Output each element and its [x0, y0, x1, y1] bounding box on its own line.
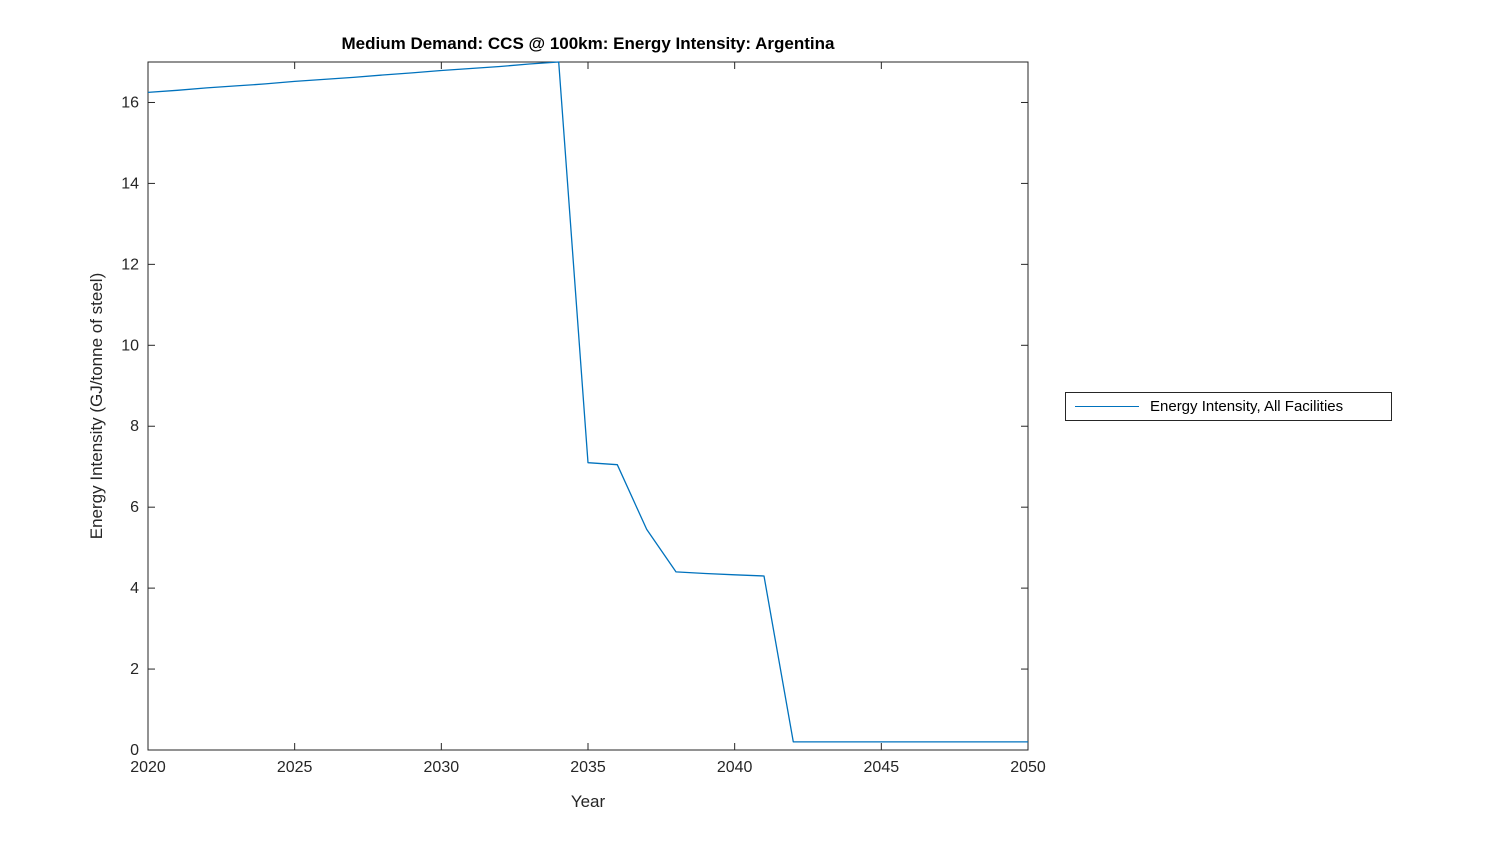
legend-entry-label: Energy Intensity, All Facilities — [1150, 398, 1344, 415]
legend-line-sample — [1075, 405, 1139, 408]
x-tick-label: 2040 — [717, 759, 753, 776]
y-tick-label: 6 — [130, 499, 139, 516]
x-tick-label: 2035 — [570, 759, 606, 776]
y-tick-label: 8 — [130, 418, 139, 435]
legend-box: Energy Intensity, All Facilities — [1065, 392, 1392, 421]
y-tick-label: 16 — [121, 94, 139, 111]
x-tick-label: 2050 — [1010, 759, 1046, 776]
x-tick-label: 2030 — [424, 759, 460, 776]
x-tick-label: 2020 — [130, 759, 166, 776]
y-tick-label: 14 — [121, 175, 139, 192]
x-axis-label: Year — [570, 792, 606, 811]
chart-title: Medium Demand: CCS @ 100km: Energy Inten… — [341, 34, 835, 53]
y-tick-label: 0 — [130, 742, 139, 759]
y-tick-label: 2 — [130, 661, 139, 678]
y-tick-label: 4 — [130, 580, 139, 597]
x-tick-label: 2045 — [864, 759, 900, 776]
y-tick-label: 10 — [121, 337, 139, 354]
x-tick-label: 2025 — [277, 759, 313, 776]
plot-box — [147, 61, 1029, 751]
y-tick-label: 12 — [121, 256, 139, 273]
data-line-energy-intensity — [147, 61, 1028, 743]
